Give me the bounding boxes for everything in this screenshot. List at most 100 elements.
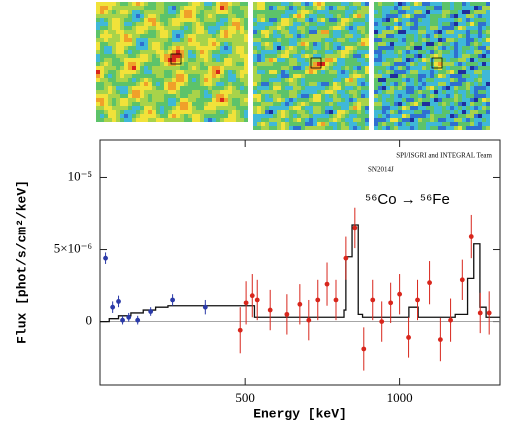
map-pixel	[430, 114, 434, 118]
map-pixel	[301, 34, 305, 38]
map-pixel	[253, 34, 257, 38]
map-pixel	[341, 62, 345, 66]
map-pixel	[220, 50, 224, 54]
map-pixel	[160, 22, 164, 26]
map-pixel	[478, 50, 482, 54]
map-pixel	[172, 54, 176, 58]
map-pixel	[112, 62, 116, 66]
map-pixel	[289, 122, 293, 126]
map-pixel	[224, 42, 228, 46]
map-pixel	[450, 122, 454, 126]
map-pixel	[96, 66, 100, 70]
map-pixel	[188, 62, 192, 66]
map-pixel	[430, 94, 434, 98]
map-pixel	[188, 110, 192, 114]
map-pixel	[156, 118, 160, 122]
map-pixel	[462, 90, 466, 94]
map-pixel	[200, 18, 204, 22]
map-pixel	[152, 90, 156, 94]
map-pixel	[216, 74, 220, 78]
map-pixel	[365, 74, 369, 78]
map-pixel	[297, 118, 301, 122]
map-pixel	[116, 106, 120, 110]
map-pixel	[180, 38, 184, 42]
map-pixel	[144, 38, 148, 42]
map-pixel	[442, 86, 446, 90]
map-pixel	[466, 86, 470, 90]
map-pixel	[168, 22, 172, 26]
map-pixel	[337, 122, 341, 126]
map-pixel	[257, 70, 261, 74]
map-pixel	[309, 46, 313, 50]
map-pixel	[192, 102, 196, 106]
map-pixel	[442, 2, 446, 6]
map-pixel	[406, 42, 410, 46]
map-pixel	[204, 98, 208, 102]
map-pixel	[462, 26, 466, 30]
map-pixel	[164, 66, 168, 70]
map-pixel	[446, 78, 450, 82]
map-pixel	[281, 126, 285, 130]
map-pixel	[406, 74, 410, 78]
map-pixel	[361, 10, 365, 14]
map-pixel	[357, 22, 361, 26]
map-pixel	[418, 30, 422, 34]
map-pixel	[180, 70, 184, 74]
map-pixel	[184, 18, 188, 22]
map-pixel	[261, 102, 265, 106]
map-pixel	[204, 78, 208, 82]
map-pixel	[224, 34, 228, 38]
map-pixel	[261, 54, 265, 58]
map-pixel	[474, 86, 478, 90]
map-pixel	[160, 106, 164, 110]
map-pixel	[212, 114, 216, 118]
map-pixel	[341, 34, 345, 38]
map-pixel	[232, 38, 236, 42]
map-pixel	[192, 50, 196, 54]
map-pixel	[438, 22, 442, 26]
map-pixel	[438, 54, 442, 58]
map-pixel	[152, 34, 156, 38]
map-pixel	[265, 42, 269, 46]
map-pixel	[317, 98, 321, 102]
map-pixel	[132, 18, 136, 22]
map-pixel	[382, 90, 386, 94]
map-pixel	[212, 118, 216, 122]
map-pixel	[426, 66, 430, 70]
map-pixel	[204, 90, 208, 94]
map-pixel	[422, 102, 426, 106]
map-pixel	[410, 74, 414, 78]
map-pixel	[333, 110, 337, 114]
map-pixel	[313, 58, 317, 62]
map-pixel	[164, 22, 168, 26]
map-pixel	[446, 30, 450, 34]
map-pixel	[293, 74, 297, 78]
map-pixel	[325, 126, 329, 130]
map-pixel	[470, 114, 474, 118]
map-pixel	[144, 62, 148, 66]
map-pixel	[454, 126, 458, 130]
map-pixel	[329, 38, 333, 42]
map-pixel	[406, 86, 410, 90]
map-pixel	[422, 94, 426, 98]
map-pixel	[309, 18, 313, 22]
map-pixel	[204, 94, 208, 98]
map-pixel	[305, 46, 309, 50]
map-pixel	[136, 110, 140, 114]
map-pixel	[232, 118, 236, 122]
map-pixel	[357, 62, 361, 66]
map-pixel	[341, 6, 345, 10]
map-pixel	[112, 14, 116, 18]
map-pixel	[136, 98, 140, 102]
map-pixel	[257, 38, 261, 42]
map-pixel	[382, 46, 386, 50]
map-pixel	[478, 86, 482, 90]
map-pixel	[144, 98, 148, 102]
map-pixel	[293, 42, 297, 46]
map-pixel	[386, 62, 390, 66]
map-pixel	[212, 102, 216, 106]
map-pixel	[325, 54, 329, 58]
map-pixel	[482, 26, 486, 30]
map-pixel	[124, 106, 128, 110]
map-pixel	[341, 98, 345, 102]
